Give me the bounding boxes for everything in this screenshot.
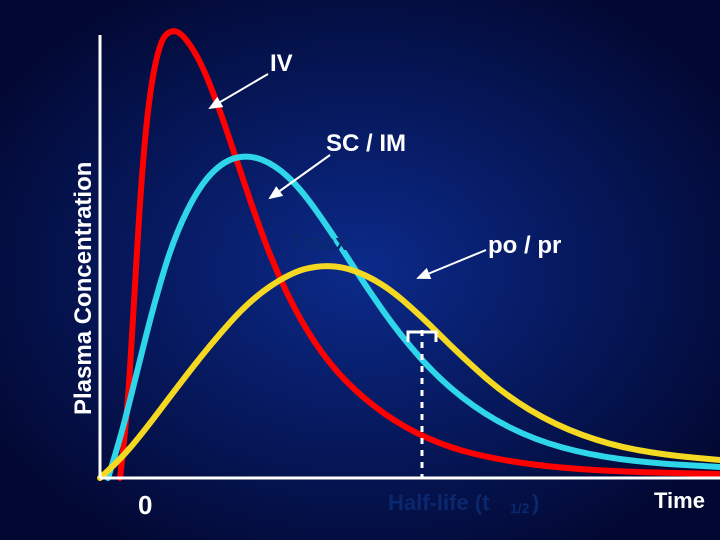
shadow-label-halflife: Half-life (t — [388, 490, 489, 516]
shadow-label-halflife_sub: 1/2 — [510, 500, 529, 516]
curve-label-popr: po / pr — [488, 232, 561, 260]
shadow-label-tmax: Tmax — [290, 230, 347, 256]
label-arrow-2 — [418, 250, 486, 278]
label-arrow-0 — [210, 74, 268, 108]
origin-zero-label: 0 — [138, 490, 152, 521]
curve-label-iv: IV — [270, 50, 293, 78]
x-axis-label: Time — [654, 488, 705, 514]
curve-popr — [100, 266, 720, 478]
plot-svg — [0, 0, 720, 540]
shadow-label-halflife_close: ) — [532, 490, 539, 516]
curve-iv — [120, 31, 720, 478]
curve-label-scim: SC / IM — [326, 130, 406, 158]
y-axis-label: Plasma Concentration — [70, 162, 98, 415]
halflife-bracket — [408, 332, 436, 342]
pk-curves-slide: Plasma Concentration Time 0 IV SC / IM po / p… — [0, 0, 720, 540]
